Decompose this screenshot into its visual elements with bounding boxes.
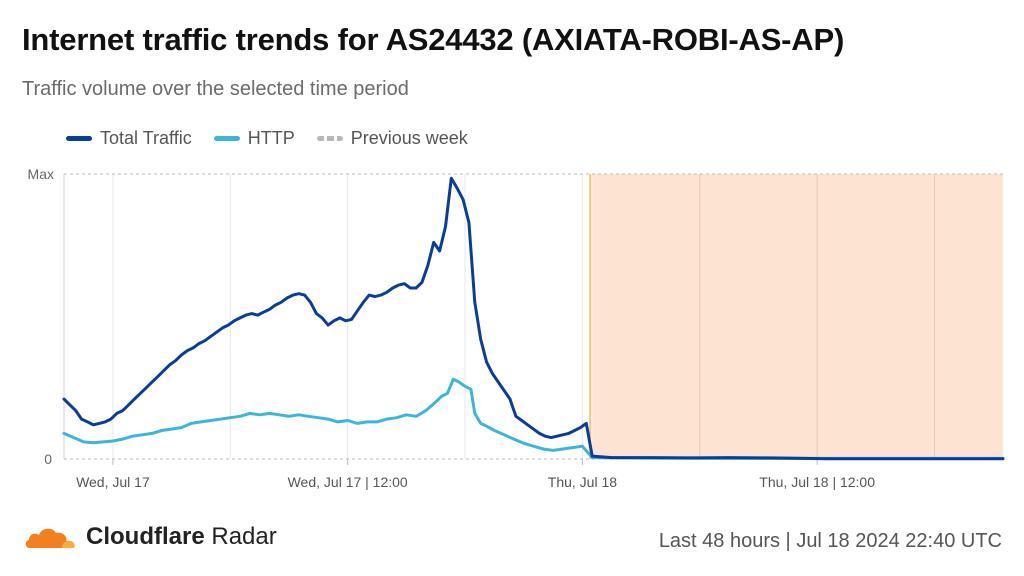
- cloudflare-radar-brand: Cloudflare Radar: [22, 522, 277, 552]
- brand-name-regular: Radar: [211, 523, 277, 550]
- time-range-label: Last 48 hours | Jul 18 2024 22:40 UTC: [658, 530, 1002, 552]
- shaded-region: [592, 174, 1003, 459]
- legend-swatch-previous-week: [316, 136, 343, 141]
- legend-item-total-traffic[interactable]: Total Traffic: [66, 128, 192, 149]
- legend-label-http: HTTP: [247, 128, 295, 148]
- x-tick-label-0: Wed, Jul 17: [76, 474, 150, 490]
- legend-item-http[interactable]: HTTP: [213, 128, 295, 149]
- chart-title: Internet traffic trends for AS24432 (AXI…: [22, 22, 845, 57]
- legend-label-total-traffic: Total Traffic: [100, 128, 192, 148]
- series-line-total-traffic: [62, 176, 1005, 461]
- chart-legend: Total Traffic HTTP Previous week: [66, 128, 468, 149]
- x-tick-label-2: Thu, Jul 18: [548, 474, 617, 490]
- cloudflare-cloud-icon: [25, 528, 75, 548]
- legend-swatch-total-traffic: [66, 136, 92, 141]
- x-tick-label-1: Wed, Jul 17 | 12:00: [288, 474, 408, 490]
- y-tick-label-max: Max: [28, 166, 54, 182]
- y-tick-label-zero: 0: [44, 451, 52, 467]
- brand-name-bold: Cloudflare: [86, 523, 205, 550]
- legend-label-previous-week: Previous week: [350, 128, 468, 148]
- x-tick-label-3: Thu, Jul 18 | 12:00: [759, 474, 875, 490]
- chart-subtitle: Traffic volume over the selected time pe…: [22, 78, 409, 100]
- legend-item-previous-week[interactable]: Previous week: [316, 128, 468, 149]
- legend-swatch-http: [213, 136, 240, 141]
- series-line-http: [62, 377, 1005, 460]
- brand-name: Cloudflare Radar: [86, 523, 277, 551]
